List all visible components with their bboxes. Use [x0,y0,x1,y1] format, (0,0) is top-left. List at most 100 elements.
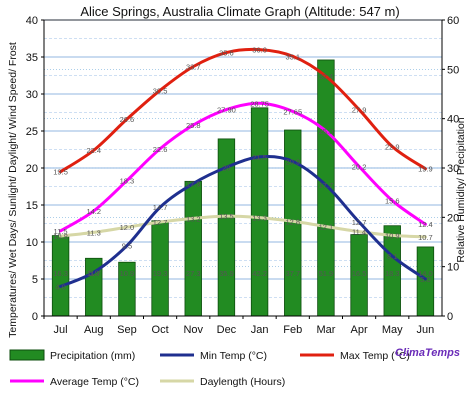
min-temp-c-value-label: 12.7 [352,218,367,227]
average-temp-c-value-label: 25.8 [186,121,201,130]
max-temp-c-value-label: 32.4 [319,72,334,81]
y-tick-label-left: 15 [26,200,38,212]
average-temp-c-value-label: 14.2 [86,207,101,216]
y-tick-label-right: 60 [447,15,459,27]
daylength-hours-value-label: 11.4 [352,228,366,237]
x-tick-label: Jul [54,324,68,336]
precipitation-value-label: 42.2 [252,269,267,278]
y-tick-label-left: 5 [32,274,38,286]
y-tick-label-right: 10 [447,262,459,274]
x-tick-label: Mar [316,324,335,336]
y-tick-label-left: 0 [32,311,38,323]
x-tick-label: Jun [417,324,435,336]
average-temp-c-value-label: 12.4 [418,220,433,229]
y-tick-label-right: 0 [447,311,453,323]
min-temp-c-value-label: 14.7 [153,203,168,212]
max-temp-c-value-label: 26.6 [120,115,135,124]
x-tick-label: Feb [283,324,302,336]
precipitation-bars [51,59,435,317]
min-temp-c-value-label: 5.0 [420,275,430,284]
precipitation-value-label: 51.9 [319,269,334,278]
average-temp-c-value-label: 20.2 [352,163,367,172]
x-tick-label: Dec [217,324,237,336]
average-temp-c-value-label: 22.6 [153,145,168,154]
max-temp-c-value-label: 27.9 [352,106,367,115]
average-temp-c-value-label: 15.6 [385,197,400,206]
max-temp-c-value-label: 19.5 [53,168,68,177]
data-labels: 16.3 11.7 10.9 19.3 27.3 35.9 42.2 37.7 51.9 16.5… [53,46,432,292]
legend-entry-label: Average Temp (°C) [50,376,139,388]
min-temp-c-value-label: 4.0 [55,282,65,291]
y-tick-label-left: 20 [26,163,38,175]
min-temp-c-value-label: 17.9 [186,180,201,189]
x-tick-label: Jan [251,324,269,336]
min-temp-c-value-label: 17.7 [319,181,334,190]
daylength-hours-value-label: 10.9 [385,231,400,240]
y-tick-label-left: 10 [26,237,38,249]
average-temp-c-line [59,101,427,233]
daylength-hours-value-label: 10.7 [418,233,433,242]
daylength-hours-value-label: 12.8 [285,217,300,226]
x-tick-label: Sep [117,324,137,336]
y-tick-label-left: 40 [26,15,38,27]
y-tick-label-right: 40 [447,114,459,126]
min-temp-c-value-label: 5.9 [89,268,99,277]
x-tick-label: Apr [351,324,368,336]
precipitation-value-label: 19.3 [153,269,168,278]
x-tick-label: Nov [183,324,203,336]
legend-entry-label: Max Temp (°C) [340,350,410,362]
y-axis-label-left: Temperatures/ Wet Days/ Sunlight/ Daylig… [7,42,19,338]
average-temp-c-value-label: 27.90 [217,106,236,115]
daylength-hours-value-label: 13.5 [219,212,234,221]
y-tick-label-right: 50 [447,64,459,76]
daylength-hours-value-label: 10.8 [53,232,68,241]
precipitation-value-label: 14.0 [418,269,433,278]
min-temp-c-line [59,155,427,288]
min-temp-c-value-label: 20 [222,163,230,172]
legend-swatch-bar [9,349,45,361]
max-temp-c-value-label: 35.1 [285,52,300,61]
daylength-hours-value-label: 13.2 [186,214,201,223]
average-temp-c-value-label: 27.65 [283,107,302,116]
y-tick-label-left: 25 [26,126,38,138]
x-tick-label: Aug [84,324,104,336]
precipitation-value-label: 18.3 [385,269,400,278]
grid [44,19,442,317]
precipitation-bar [250,107,269,317]
daylength-hours-value-label: 12.1 [319,222,334,231]
legend-entry-label: Daylength (Hours) [200,376,285,388]
daylength-hours-value-label: 12.0 [120,223,135,232]
precipitation-value-label: 11.7 [87,269,101,278]
max-temp-c-value-label: 22.4 [86,146,101,155]
precipitation-value-label: 10.9 [120,269,135,278]
average-temp-c-value-label: 25.0 [319,127,334,136]
min-temp-c-value-label: 9.5 [122,242,132,251]
y-axis-label-right: Relative Humidity/ Precipitation [455,117,467,262]
daylength-hours-value-label: 13.3 [252,214,267,223]
x-tick-label: May [382,324,403,336]
precipitation-value-label: 37.7 [285,269,300,278]
daylength-hours-value-label: 11.3 [87,228,101,237]
brand-logo: ClimaTemps [395,347,460,359]
min-temp-c-value-label: 8.1 [387,252,397,261]
daylength-hours-line [59,214,427,239]
daylength-hours-value-label: 12.7 [153,218,168,227]
max-temp-c-value-label: 19.9 [418,165,433,174]
y-tick-label-left: 35 [26,52,38,64]
legend: Precipitation (mm) Min Temp (°C) Max Temp … [9,349,410,388]
series-lines [59,47,427,288]
max-temp-c-value-label: 33.7 [186,63,201,72]
y-tick-label-right: 20 [447,212,459,224]
max-temp-c-value-label: 30.5 [153,86,168,95]
chart-title: Alice Springs, Australia Climate Graph (… [80,4,399,19]
precipitation-value-label: 16.5 [352,269,367,278]
y-tick-label-right: 30 [447,163,459,175]
max-temp-c-value-label: 35.6 [219,49,234,58]
min-temp-c-value-label: 21.5 [252,153,267,162]
average-temp-c-value-label: 28.75 [250,99,269,108]
precipitation-value-label: 16.3 [53,269,68,278]
average-temp-c-value-label: 18.3 [120,177,135,186]
average-temp-c-value-label: 11.5 [54,227,68,236]
